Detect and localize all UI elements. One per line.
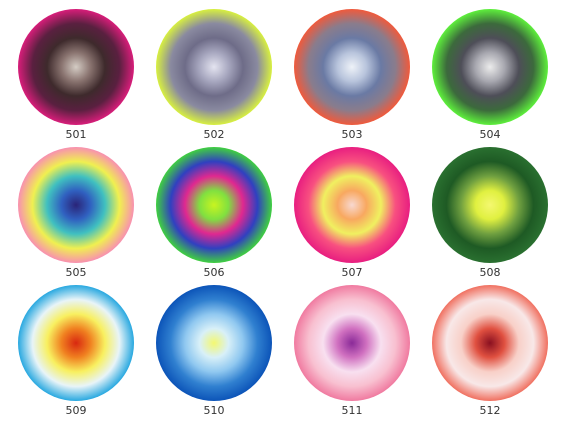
- yarn-cake[interactable]: [432, 9, 548, 125]
- yarn-cake[interactable]: [294, 147, 410, 263]
- item-label: 503: [342, 128, 363, 141]
- item-label: 507: [342, 266, 363, 279]
- item-label: 508: [480, 266, 501, 279]
- yarn-cake[interactable]: [432, 147, 548, 263]
- item-label: 510: [204, 404, 225, 417]
- item-label: 502: [204, 128, 225, 141]
- yarn-cake[interactable]: [432, 285, 548, 401]
- item-label: 504: [480, 128, 501, 141]
- yarn-cake[interactable]: [156, 285, 272, 401]
- yarn-cake[interactable]: [156, 147, 272, 263]
- yarn-cake[interactable]: [156, 9, 272, 125]
- yarn-cake[interactable]: [294, 285, 410, 401]
- item-label: 506: [204, 266, 225, 279]
- item-label: 512: [480, 404, 501, 417]
- yarn-cake[interactable]: [18, 147, 134, 263]
- item-label: 511: [342, 404, 363, 417]
- item-label: 501: [66, 128, 87, 141]
- yarn-cake[interactable]: [294, 9, 410, 125]
- item-label: 505: [66, 266, 87, 279]
- yarn-cake[interactable]: [18, 285, 134, 401]
- yarn-cake[interactable]: [18, 9, 134, 125]
- item-label: 509: [66, 404, 87, 417]
